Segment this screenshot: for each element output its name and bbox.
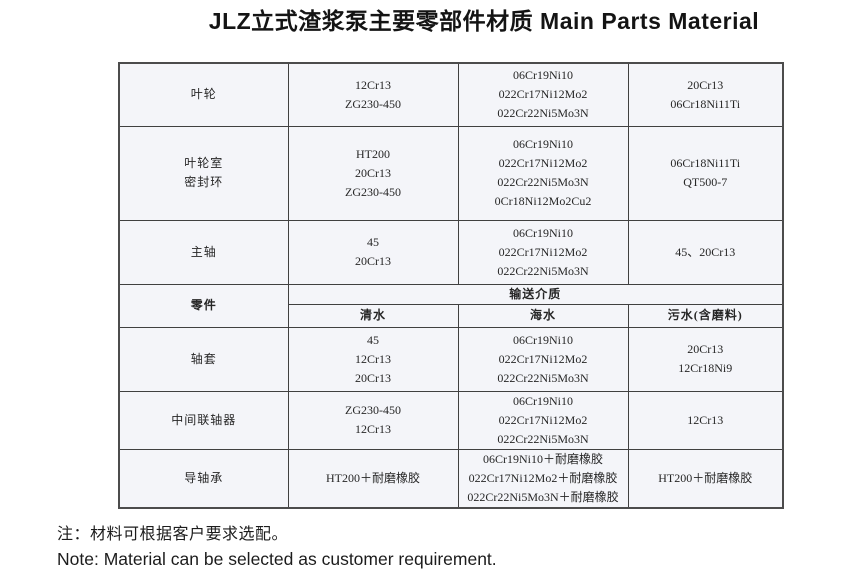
header-row-medium: 零件 输送介质: [118, 283, 784, 328]
material-cell-sewage: 12Cr13: [627, 390, 784, 450]
material-cell-sewage: 06Cr18Ni11Ti QT500-7: [627, 125, 784, 221]
material-cell-clean-water: ZG230-450 12Cr13: [287, 390, 459, 450]
header-col-sewage: 污水(含磨料): [627, 303, 784, 328]
table-row: 叶轮室 密封环 HT200 20Cr13 ZG230-450 06Cr19Ni1…: [118, 125, 784, 221]
table-row: 导轴承 HT200＋耐磨橡胶 06Cr19Ni10＋耐磨橡胶 022Cr17Ni…: [118, 448, 784, 508]
material-cell-sea-water: 06Cr19Ni10 022Cr17Ni12Mo2 022Cr22Ni5Mo3N…: [457, 125, 629, 221]
part-name-cell: 中间联轴器: [118, 390, 289, 450]
header-col-clean-water: 清水: [287, 303, 459, 328]
part-name-cell: 导轴承: [118, 448, 289, 508]
materials-table: 叶轮 12Cr13 ZG230-450 06Cr19Ni10 022Cr17Ni…: [118, 62, 784, 509]
material-cell-sea-water: 06Cr19Ni10 022Cr17Ni12Mo2 022Cr22Ni5Mo3N: [457, 326, 629, 392]
material-cell-sewage: 45、20Cr13: [627, 219, 784, 285]
part-name-cell: 叶轮室 密封环: [118, 125, 289, 221]
material-cell-sea-water: 06Cr19Ni10 022Cr17Ni12Mo2 022Cr22Ni5Mo3N: [457, 62, 629, 127]
header-part-cell: 零件: [118, 283, 289, 328]
part-name-cell: 轴套: [118, 326, 289, 392]
header-medium-cell: 输送介质: [287, 283, 784, 305]
material-cell-sea-water: 06Cr19Ni10＋耐磨橡胶 022Cr17Ni12Mo2＋耐磨橡胶 022C…: [457, 448, 629, 508]
material-cell-sea-water: 06Cr19Ni10 022Cr17Ni12Mo2 022Cr22Ni5Mo3N: [457, 219, 629, 285]
header-row-columns: 清水 海水 污水(含磨料): [119, 303, 784, 328]
material-cell-clean-water: HT200 20Cr13 ZG230-450: [287, 125, 459, 221]
note-english: Note: Material can be selected as custom…: [57, 549, 497, 569]
material-cell-clean-water: 45 12Cr13 20Cr13: [287, 326, 459, 392]
page-title: JLZ立式渣浆泵主要零部件材质 Main Parts Material: [208, 8, 760, 34]
part-name-cell: 叶轮: [118, 62, 289, 127]
material-cell-sewage: HT200＋耐磨橡胶: [627, 448, 784, 508]
material-cell-clean-water: 45 20Cr13: [287, 219, 459, 285]
notes-block: 注：材料可根据客户要求选配。 Note: Material can be sel…: [57, 523, 497, 571]
note-chinese: 注：材料可根据客户要求选配。: [57, 526, 289, 543]
table-row: 主轴 45 20Cr13 06Cr19Ni10 022Cr17Ni12Mo2 0…: [118, 219, 784, 285]
material-cell-clean-water: HT200＋耐磨橡胶: [287, 448, 459, 508]
table-row: 中间联轴器 ZG230-450 12Cr13 06Cr19Ni10 022Cr1…: [118, 390, 784, 450]
material-cell-clean-water: 12Cr13 ZG230-450: [287, 62, 459, 127]
table-row: 叶轮 12Cr13 ZG230-450 06Cr19Ni10 022Cr17Ni…: [118, 62, 784, 127]
material-cell-sewage: 20Cr13 12Cr18Ni9: [627, 326, 784, 392]
material-cell-sea-water: 06Cr19Ni10 022Cr17Ni12Mo2 022Cr22Ni5Mo3N: [457, 390, 629, 450]
header-col-sea-water: 海水: [457, 303, 629, 328]
part-name-cell: 主轴: [118, 219, 289, 285]
table-row: 轴套 45 12Cr13 20Cr13 06Cr19Ni10 022Cr17Ni…: [118, 326, 784, 392]
material-cell-sewage: 20Cr13 06Cr18Ni11Ti: [627, 62, 784, 127]
